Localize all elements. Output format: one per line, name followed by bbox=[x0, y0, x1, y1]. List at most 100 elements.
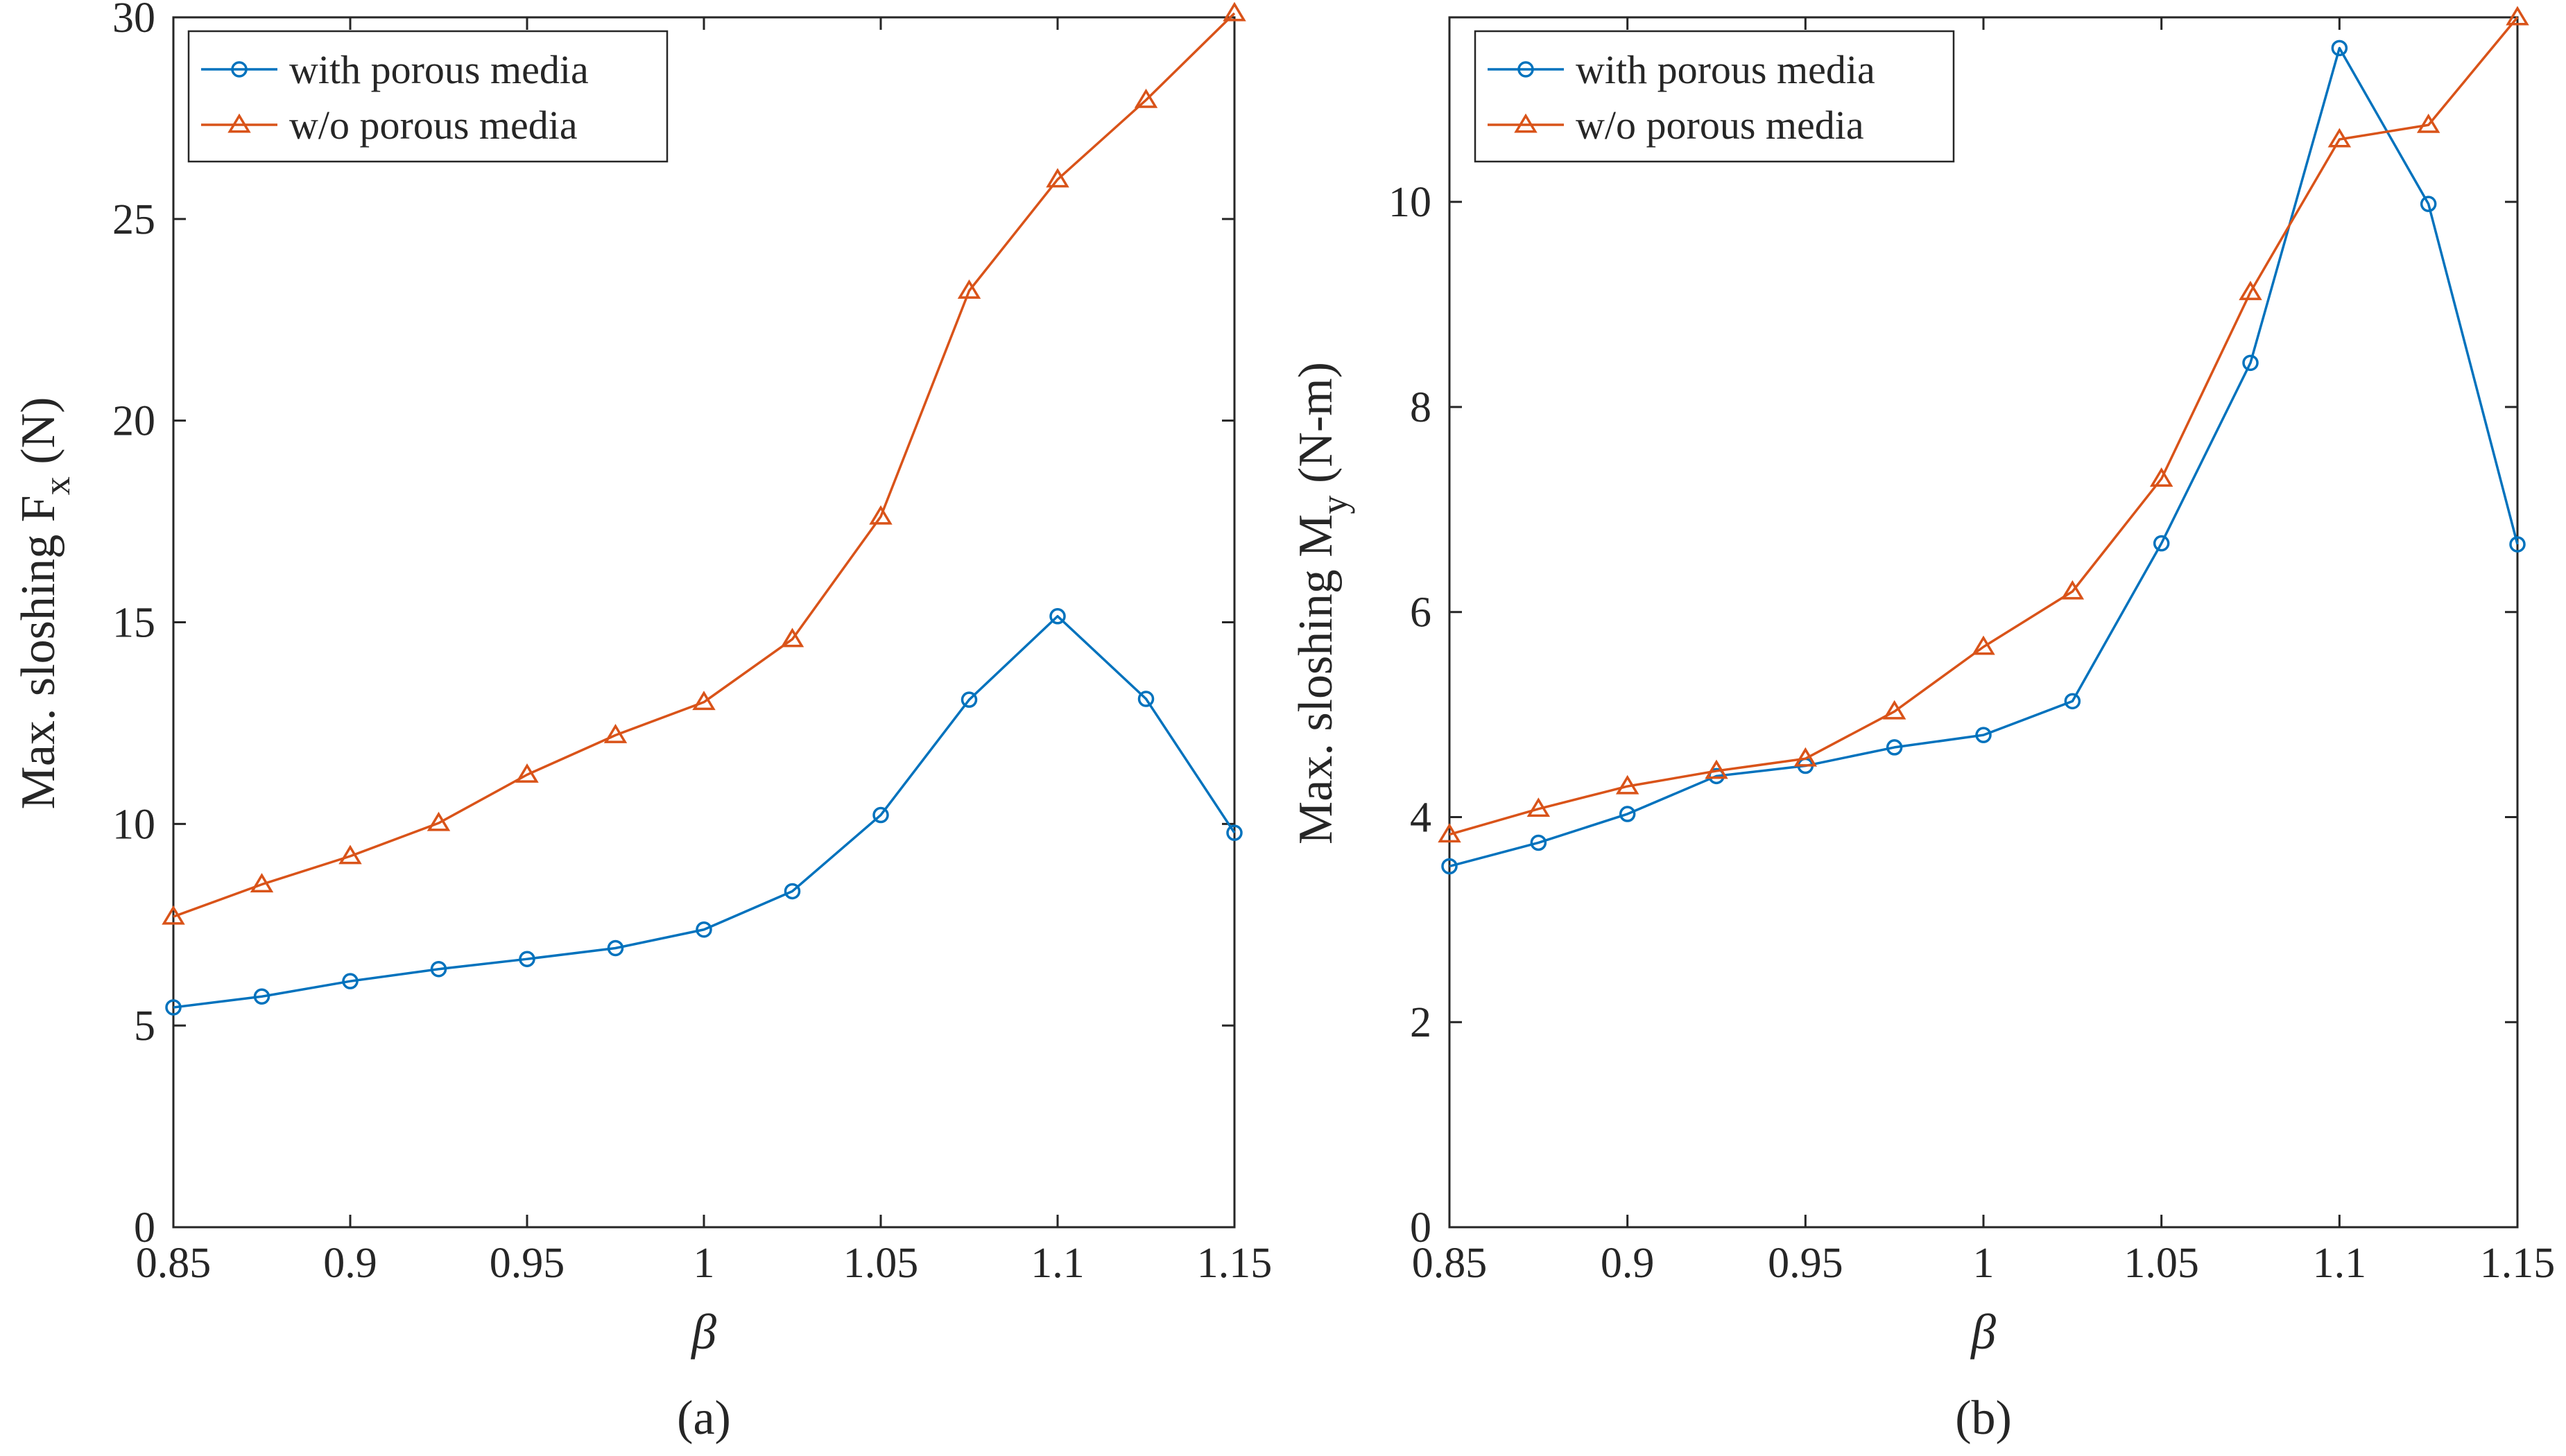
data-point bbox=[430, 960, 447, 978]
chart-panel-a: 0.85 0.9 0.95 1 1.05 1.1 1.15 0 5 10 15 20 25 30 β (a) M… bbox=[12, 0, 1272, 1445]
data-point bbox=[1972, 635, 1995, 655]
data-point bbox=[342, 973, 359, 989]
data-point bbox=[2153, 535, 2170, 552]
x-tick-label: 1.1 bbox=[1031, 1240, 1085, 1287]
data-point bbox=[1137, 691, 1155, 707]
data-point bbox=[515, 763, 539, 783]
panel-caption: (a) bbox=[677, 1392, 731, 1445]
series-line bbox=[1449, 16, 2519, 836]
series-without-porous-media bbox=[162, 1, 1246, 925]
data-point bbox=[2327, 128, 2352, 148]
data-point bbox=[869, 505, 893, 525]
y-axis-label: Max. sloshing Fx (N) bbox=[12, 397, 78, 810]
legend-item: w/o porous media bbox=[201, 103, 578, 148]
data-point bbox=[1441, 858, 1458, 875]
data-point bbox=[1705, 759, 1728, 779]
y-tick-label: 20 bbox=[112, 398, 155, 445]
data-point bbox=[872, 806, 889, 824]
triangle-marker-icon bbox=[1514, 113, 1538, 133]
x-tick-label: 0.95 bbox=[1768, 1240, 1843, 1287]
data-point bbox=[780, 627, 804, 648]
series-line bbox=[173, 12, 1236, 918]
data-point bbox=[1708, 768, 1725, 785]
data-point bbox=[2416, 113, 2440, 133]
legend-label: w/o porous media bbox=[1576, 103, 1864, 148]
data-point bbox=[427, 811, 451, 831]
series-with-porous-media bbox=[1441, 40, 2526, 875]
data-point bbox=[338, 844, 362, 865]
circle-marker-icon bbox=[231, 61, 248, 78]
series-with-porous-media bbox=[165, 608, 1243, 1016]
chart-panel-b: 0.85 0.9 0.95 1 1.05 1.1 1.15 0 2 4 6 8 10 β (b) Max. s… bbox=[1289, 6, 2556, 1445]
data-point bbox=[162, 905, 185, 925]
data-point bbox=[165, 999, 182, 1016]
legend: with porous media w/o porous media bbox=[187, 30, 669, 163]
y-tick-label: 8 bbox=[1410, 384, 1431, 431]
data-point bbox=[603, 723, 628, 743]
y-tick-label: 4 bbox=[1410, 794, 1431, 841]
x-tick-label: 0.9 bbox=[1601, 1240, 1655, 1287]
panel-caption: (b) bbox=[1955, 1392, 2012, 1445]
x-axis-label: β bbox=[690, 1304, 716, 1360]
x-tick-label: 1.15 bbox=[2480, 1240, 2556, 1287]
data-point bbox=[519, 951, 535, 967]
data-point bbox=[1886, 739, 1903, 756]
data-point bbox=[784, 883, 801, 900]
x-tick-label: 1.1 bbox=[2313, 1240, 2367, 1287]
x-tick-label: 1.05 bbox=[2124, 1240, 2199, 1287]
x-tick-label: 0.9 bbox=[323, 1240, 377, 1287]
plot-area-frame bbox=[1448, 16, 2519, 1229]
data-point bbox=[1526, 797, 1551, 817]
data-point bbox=[1134, 88, 1158, 108]
y-tick-label: 0 bbox=[134, 1204, 155, 1251]
data-point bbox=[253, 988, 270, 1005]
x-tick-label: 0.85 bbox=[136, 1240, 212, 1287]
data-point bbox=[2149, 467, 2173, 487]
x-tick-label: 1 bbox=[694, 1240, 715, 1287]
data-point bbox=[696, 921, 712, 938]
data-point bbox=[1438, 823, 1461, 843]
x-tick-label: 1.05 bbox=[843, 1240, 919, 1287]
y-tick-label: 15 bbox=[112, 600, 155, 647]
data-point bbox=[1530, 834, 1547, 851]
legend-label: with porous media bbox=[1576, 47, 1875, 92]
legend-item: with porous media bbox=[1488, 47, 1875, 92]
data-point bbox=[2509, 536, 2526, 553]
data-point bbox=[1619, 806, 1636, 822]
x-tick-label: 1 bbox=[1973, 1240, 1995, 1287]
data-point bbox=[692, 691, 716, 711]
x-tick-label: 0.85 bbox=[1412, 1240, 1488, 1287]
data-point bbox=[2064, 693, 2081, 710]
y-tick-label: 10 bbox=[1388, 179, 1431, 226]
x-axis-label: β bbox=[1970, 1304, 1996, 1360]
y-axis-label: Max. sloshing My (N-m) bbox=[1289, 362, 1355, 844]
triangle-marker-icon bbox=[227, 113, 251, 133]
y-tick-label: 30 bbox=[112, 0, 155, 42]
data-point bbox=[1615, 774, 1639, 795]
data-point bbox=[1226, 824, 1243, 841]
y-tick-label: 2 bbox=[1410, 999, 1431, 1046]
plot-area-frame bbox=[172, 16, 1236, 1229]
series-line bbox=[173, 615, 1236, 1009]
data-point bbox=[607, 939, 624, 957]
series-without-porous-media bbox=[1438, 6, 2529, 843]
legend-label: w/o porous media bbox=[289, 103, 578, 148]
data-point bbox=[1223, 1, 1246, 21]
data-point bbox=[957, 279, 981, 299]
data-point bbox=[2239, 280, 2262, 300]
series-line bbox=[1449, 46, 2519, 868]
y-tick-label: 25 bbox=[112, 196, 155, 243]
data-point bbox=[250, 873, 274, 893]
circle-marker-icon bbox=[1517, 61, 1534, 78]
data-point bbox=[961, 691, 978, 708]
x-tick-label: 1.15 bbox=[1197, 1240, 1273, 1287]
data-point bbox=[2060, 580, 2085, 600]
y-tick-label: 6 bbox=[1410, 589, 1431, 636]
y-tick-label: 0 bbox=[1410, 1204, 1431, 1251]
data-point bbox=[1882, 700, 1906, 720]
y-tick-label: 5 bbox=[134, 1003, 155, 1050]
legend: with porous media w/o porous media bbox=[1474, 30, 1955, 163]
legend-box bbox=[1474, 30, 1955, 163]
data-point bbox=[1975, 727, 1992, 743]
